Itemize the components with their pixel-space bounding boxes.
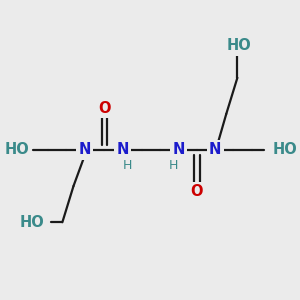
Text: HO: HO: [4, 142, 29, 158]
Text: HO: HO: [19, 215, 44, 230]
Text: N: N: [116, 142, 129, 158]
Text: HO: HO: [226, 38, 251, 53]
Text: N: N: [209, 142, 221, 158]
Text: O: O: [190, 184, 203, 199]
Text: N: N: [172, 142, 185, 158]
Text: H: H: [169, 159, 178, 172]
Text: H: H: [122, 159, 132, 172]
Text: N: N: [78, 142, 91, 158]
Text: HO: HO: [272, 142, 297, 158]
Text: O: O: [98, 101, 110, 116]
